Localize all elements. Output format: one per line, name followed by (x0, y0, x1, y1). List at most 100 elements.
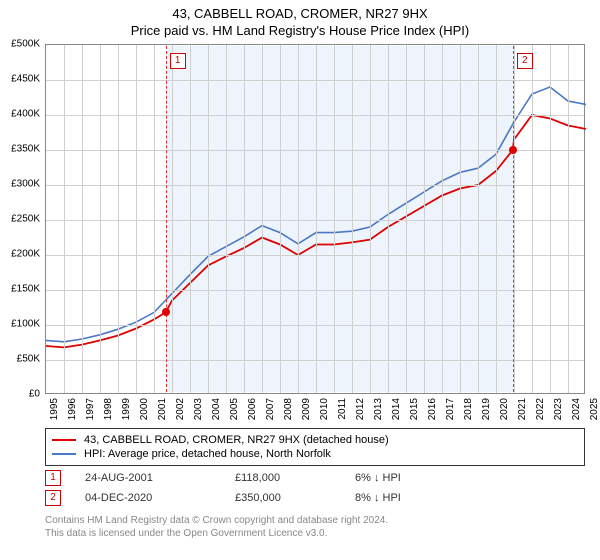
x-axis-label: 2004 (211, 398, 222, 420)
x-axis-label: 2020 (499, 398, 510, 420)
gridline-v (208, 45, 209, 393)
sale-row-number: 1 (45, 470, 61, 486)
x-axis-label: 2022 (535, 398, 546, 420)
x-axis-label: 2003 (193, 398, 204, 420)
x-axis-label: 2010 (319, 398, 330, 420)
x-axis-label: 2012 (355, 398, 366, 420)
legend-swatch-hpi (52, 453, 76, 455)
x-axis-label: 2023 (553, 398, 564, 420)
gridline-v (244, 45, 245, 393)
sale-row-delta: 6% ↓ HPI (355, 472, 475, 484)
gridline-v (316, 45, 317, 393)
sales-table: 124-AUG-2001£118,0006% ↓ HPI 2 04-DEC-2020… (45, 468, 585, 508)
x-axis-label: 2024 (571, 398, 582, 420)
gridline-v (424, 45, 425, 393)
y-axis-label: £200K (11, 249, 40, 260)
title-block: 43, CABBELL ROAD, CROMER, NR27 9HX Price… (0, 0, 600, 38)
gridline-v (190, 45, 191, 393)
y-axis-label: £50K (17, 354, 40, 365)
x-axis-label: 2025 (589, 398, 600, 420)
sale-marker-line (513, 46, 514, 392)
legend: 43, CABBELL ROAD, CROMER, NR27 9HX (deta… (45, 428, 585, 466)
x-axis-label: 2006 (247, 398, 258, 420)
gridline-h (46, 80, 584, 81)
sale-row: 2 04-DEC-2020£350,0008% ↓ HPI (45, 488, 585, 508)
x-axis-label: 2015 (409, 398, 420, 420)
gridline-v (352, 45, 353, 393)
address-title: 43, CABBELL ROAD, CROMER, NR27 9HX (0, 6, 600, 21)
legend-row-hpi: HPI: Average price, detached house, Nort… (52, 447, 578, 461)
gridline-v (496, 45, 497, 393)
gridline-v (388, 45, 389, 393)
gridline-h (46, 185, 584, 186)
gridline-v (406, 45, 407, 393)
y-axis-label: £300K (11, 179, 40, 190)
gridline-v (100, 45, 101, 393)
x-axis-label: 2013 (373, 398, 384, 420)
gridline-v (118, 45, 119, 393)
x-axis-label: 1998 (103, 398, 114, 420)
gridline-v (136, 45, 137, 393)
y-axis-label: £0 (29, 389, 40, 400)
sale-dot (162, 308, 170, 316)
gridline-h (46, 325, 584, 326)
sale-dot (509, 146, 517, 154)
x-axis-label: 1999 (121, 398, 132, 420)
gridline-h (46, 220, 584, 221)
sale-row-date: 04-DEC-2020 (85, 492, 235, 504)
x-axis-label: 2000 (139, 398, 150, 420)
plot-area: 12 (45, 44, 585, 394)
footer: Contains HM Land Registry data © Crown c… (45, 514, 585, 540)
gridline-v (262, 45, 263, 393)
x-axis-label: 1995 (49, 398, 60, 420)
sale-row: 124-AUG-2001£118,0006% ↓ HPI (45, 468, 585, 488)
legend-swatch-property (52, 439, 76, 441)
gridline-v (154, 45, 155, 393)
y-axis-label: £500K (11, 39, 40, 50)
gridline-h (46, 150, 584, 151)
chart-container: 43, CABBELL ROAD, CROMER, NR27 9HX Price… (0, 0, 600, 560)
x-axis-label: 2007 (265, 398, 276, 420)
gridline-h (46, 255, 584, 256)
y-axis-label: £250K (11, 214, 40, 225)
y-axis-label: £150K (11, 284, 40, 295)
x-axis-label: 2005 (229, 398, 240, 420)
sale-row-number: 2 (45, 490, 61, 506)
chart-subtitle: Price paid vs. HM Land Registry's House … (0, 23, 600, 38)
gridline-v (550, 45, 551, 393)
y-axis-label: £100K (11, 319, 40, 330)
y-axis-label: £350K (11, 144, 40, 155)
gridline-v (226, 45, 227, 393)
y-axis-label: £400K (11, 109, 40, 120)
x-axis-label: 2011 (337, 398, 348, 420)
sale-row-price: £350,000 (235, 492, 355, 504)
gridline-v (442, 45, 443, 393)
sale-marker-number: 2 (517, 53, 533, 69)
x-axis-label: 2002 (175, 398, 186, 420)
footer-line2: This data is licensed under the Open Gov… (45, 527, 585, 540)
gridline-v (514, 45, 515, 393)
gridline-v (568, 45, 569, 393)
legend-label-property: 43, CABBELL ROAD, CROMER, NR27 9HX (deta… (84, 434, 389, 446)
sale-marker-line (166, 46, 167, 392)
chart-area: 12 £0£50K£100K£150K£200K£250K£300K£350K£… (45, 44, 585, 394)
gridline-h (46, 360, 584, 361)
gridline-v (172, 45, 173, 393)
x-axis-label: 2021 (517, 398, 528, 420)
legend-label-hpi: HPI: Average price, detached house, Nort… (84, 448, 331, 460)
sale-row-delta: 8% ↓ HPI (355, 492, 475, 504)
gridline-v (334, 45, 335, 393)
gridline-v (370, 45, 371, 393)
gridline-h (46, 115, 584, 116)
x-axis-label: 2017 (445, 398, 456, 420)
x-axis-label: 1997 (85, 398, 96, 420)
gridline-v (460, 45, 461, 393)
gridline-v (478, 45, 479, 393)
x-axis-label: 2018 (463, 398, 474, 420)
x-axis-label: 2009 (301, 398, 312, 420)
gridline-v (298, 45, 299, 393)
gridline-v (280, 45, 281, 393)
x-axis-label: 2001 (157, 398, 168, 420)
gridline-v (532, 45, 533, 393)
sale-marker-number: 1 (170, 53, 186, 69)
